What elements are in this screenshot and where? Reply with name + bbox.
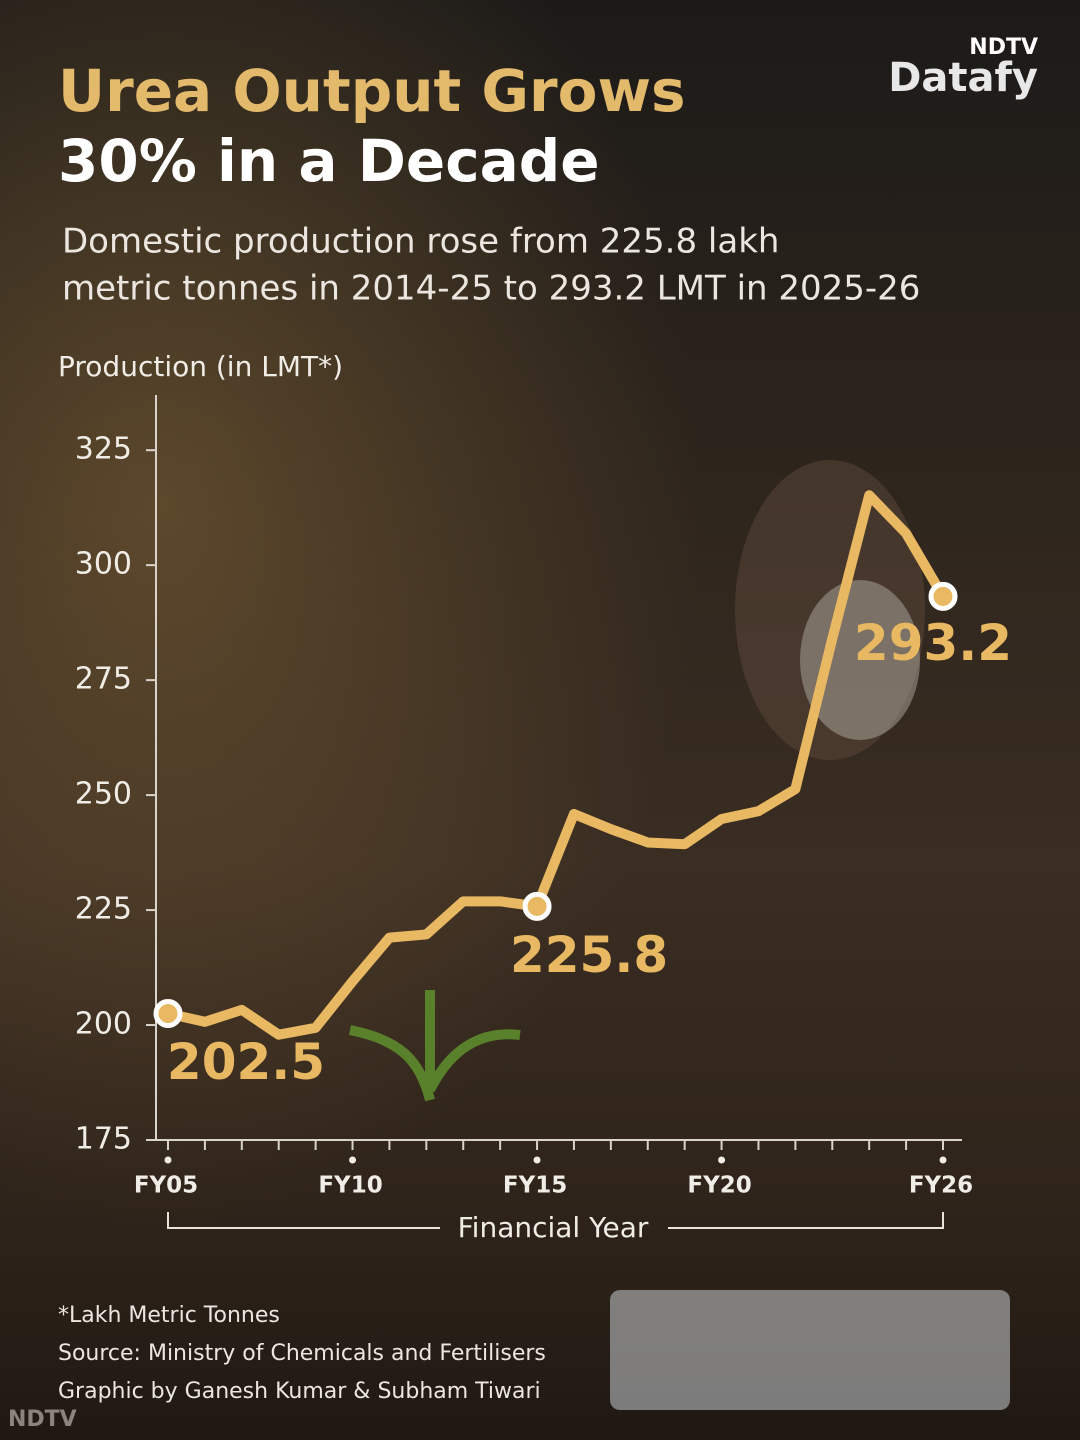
data-line [163,490,948,1040]
value-label: 225.8 [510,926,668,984]
x-tick-label: FY10 [318,1173,382,1199]
plant-image [349,990,521,1102]
y-axis-label: Production (in LMT*) [58,350,343,383]
x-tick-dot [718,1156,726,1164]
y-tick-label: 275 [75,662,132,697]
x-axis-label: Financial Year [458,1211,649,1244]
brand-product: Datafy [888,55,1038,101]
x-tick-dot [939,1156,947,1164]
x-tick-dot [349,1156,357,1164]
x-tick-label: FY15 [503,1173,567,1199]
y-tick-label: 200 [75,1007,132,1042]
highlight-point [522,891,552,921]
brand: NDTV [969,35,1038,60]
x-tick-dot [533,1156,541,1164]
x-tick-label: FY26 [909,1173,973,1199]
value-label: 202.5 [167,1033,325,1091]
x-axis-bracket [167,1212,944,1229]
y-tick-label: 325 [75,432,132,467]
subtitle-line1: Domestic production rose from 225.8 lakh [62,222,779,262]
footnote: *Lakh Metric Tonnes [58,1303,280,1328]
brand-footer: NDTV [8,1407,77,1432]
credit: Graphic by Ganesh Kumar & Subham Tiwari [58,1379,541,1404]
y-tick-label: 175 [75,1122,132,1157]
hand-image [735,460,925,760]
fertiliser-granules [800,580,920,740]
x-tick-label: FY05 [134,1173,198,1199]
source: Source: Ministry of Chemicals and Fertil… [58,1341,546,1366]
y-tick-label: 250 [75,777,132,812]
y-tick-label: 300 [75,547,132,582]
title-line1: Urea Output Grows [58,57,686,125]
y-tick-label: 225 [75,892,132,927]
highlight-point [153,999,183,1029]
highlight-point [928,581,958,611]
title-line2: 30% in a Decade [58,127,600,195]
x-tick-label: FY20 [687,1173,751,1199]
x-tick-dot [164,1156,172,1164]
subtitle-line2: metric tonnes in 2014-25 to 293.2 LMT in… [62,269,920,309]
value-label: 293.2 [854,614,1012,672]
bags-image [610,1290,1010,1410]
